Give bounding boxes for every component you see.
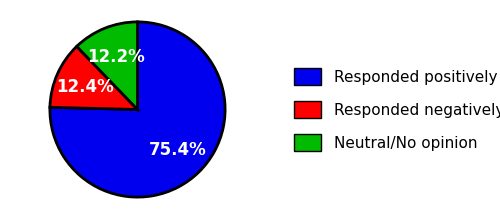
Text: 12.4%: 12.4% <box>56 78 114 95</box>
Wedge shape <box>76 22 138 110</box>
Legend: Responded positively, Responded negatively, Neutral/No opinion: Responded positively, Responded negative… <box>294 68 500 151</box>
Wedge shape <box>50 22 225 197</box>
Wedge shape <box>50 46 138 110</box>
Text: 12.2%: 12.2% <box>88 48 145 66</box>
Text: 75.4%: 75.4% <box>148 141 206 159</box>
